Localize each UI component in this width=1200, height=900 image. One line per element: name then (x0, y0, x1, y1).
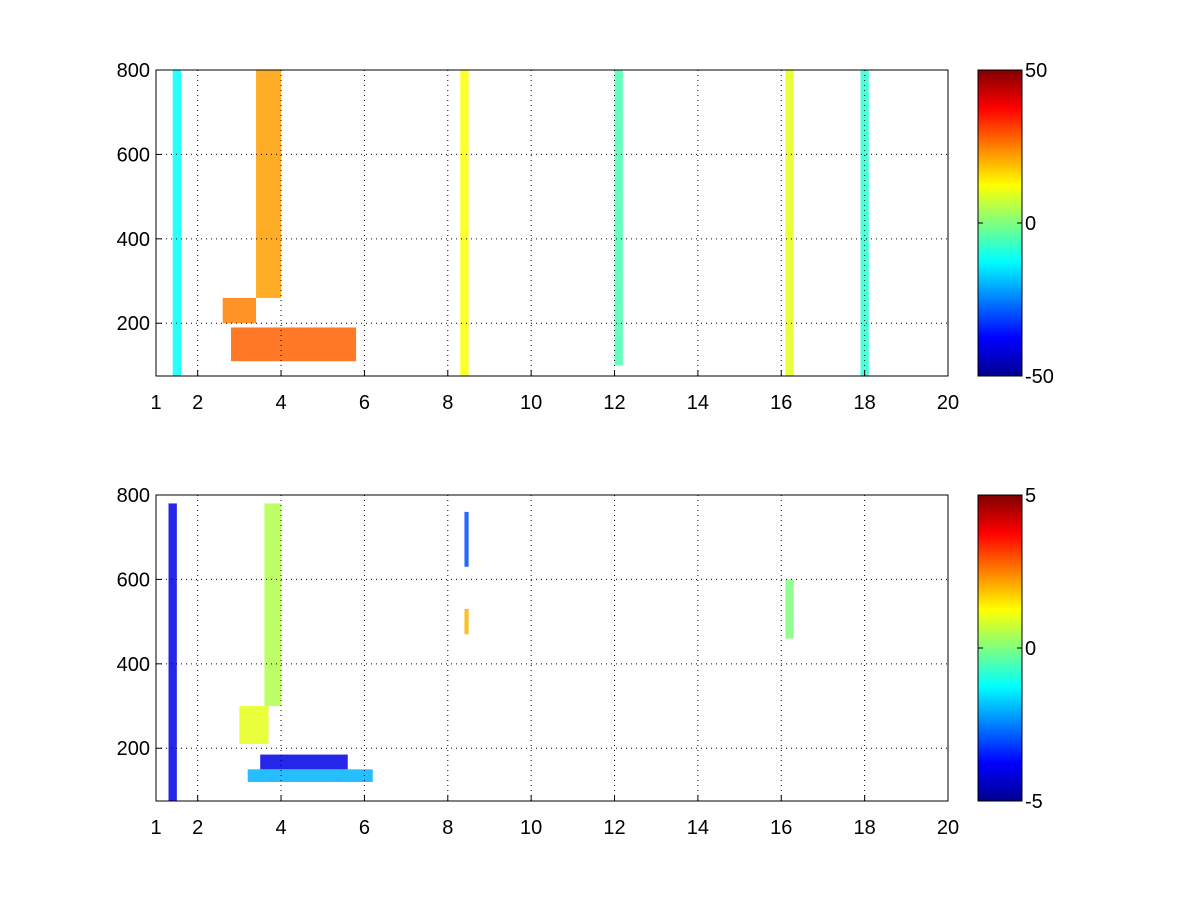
colorbar-tick-label: 5 (1025, 485, 1036, 507)
x-tick-label: 12 (603, 817, 625, 839)
grid (156, 495, 948, 801)
x-tick-label: 16 (770, 817, 792, 839)
x-tick-label: 18 (854, 392, 876, 414)
heatmap-cell-3 (256, 70, 282, 298)
x-tick-label: 4 (275, 392, 286, 414)
heatmap-cell-4 (260, 754, 348, 770)
heatmap-cell-2 (222, 297, 257, 324)
x-tick-label: 2 (192, 817, 203, 839)
x-tick-label: 2 (192, 392, 203, 414)
y-tick-label: 600 (117, 569, 150, 591)
colorbar-scale (977, 69, 1023, 377)
x-tick-label: 16 (770, 392, 792, 414)
heatmap-cell-6 (614, 70, 623, 366)
x-tick-label: 6 (359, 817, 370, 839)
x-tick-label: 4 (275, 817, 286, 839)
colorbar-tick-label: 50 (1025, 60, 1047, 82)
x-tick-label: 20 (937, 817, 959, 839)
heatmap-cell-5 (460, 70, 469, 376)
heatmap-cell-8 (860, 70, 869, 376)
heatmap-cell-7 (464, 608, 469, 635)
x-tick-label: 10 (520, 392, 542, 414)
heatmap-cell-3 (264, 503, 282, 707)
heatmap-cell-6 (464, 511, 469, 567)
y-tick-label: 800 (117, 60, 150, 82)
y-tick-label: 400 (117, 654, 150, 676)
y-tick-label: 200 (117, 313, 150, 335)
colorbar-tick-label: 0 (1025, 638, 1036, 660)
grid (156, 70, 948, 376)
x-tick-label: 20 (937, 392, 959, 414)
x-tick-label: 14 (687, 392, 709, 414)
colorbar-tick-label: 0 (1025, 213, 1036, 235)
heatmap-cell-4 (231, 327, 357, 362)
x-tick-label: 14 (687, 817, 709, 839)
heatmap-cell-5 (247, 769, 373, 783)
colorbar-tick-label: -50 (1025, 366, 1054, 388)
colorbar-scale (977, 494, 1023, 802)
x-tick-label: 6 (359, 392, 370, 414)
colorbar-tick-label: -5 (1025, 791, 1043, 813)
y-tick-label: 200 (117, 738, 150, 760)
heatmap-cell-1 (172, 70, 182, 376)
y-tick-label: 800 (117, 485, 150, 507)
x-tick-label: 12 (603, 392, 625, 414)
x-tick-label: 1 (150, 817, 161, 839)
plot-area (156, 70, 948, 376)
colorbar: -50 0 50 (977, 60, 1054, 388)
heatmap-cell-8 (785, 579, 794, 639)
x-tick-label: 1 (150, 392, 161, 414)
x-tick-label: 18 (854, 817, 876, 839)
axes-frame (155, 494, 949, 802)
x-tick-label: 8 (442, 392, 453, 414)
colorbar: -5 0 5 (977, 485, 1043, 813)
y-tick-label: 600 (117, 144, 150, 166)
axes-frame (155, 69, 949, 377)
heatmap-cells (172, 70, 869, 376)
x-tick-label: 8 (442, 817, 453, 839)
y-tick-label: 400 (117, 229, 150, 251)
heatmap-cell-7 (785, 70, 794, 376)
heatmap-cells (168, 503, 794, 801)
x-tick-label: 10 (520, 817, 542, 839)
plot-area (156, 495, 948, 801)
heatmap-cell-1 (168, 503, 177, 801)
heatmap-cell-2 (239, 706, 269, 745)
